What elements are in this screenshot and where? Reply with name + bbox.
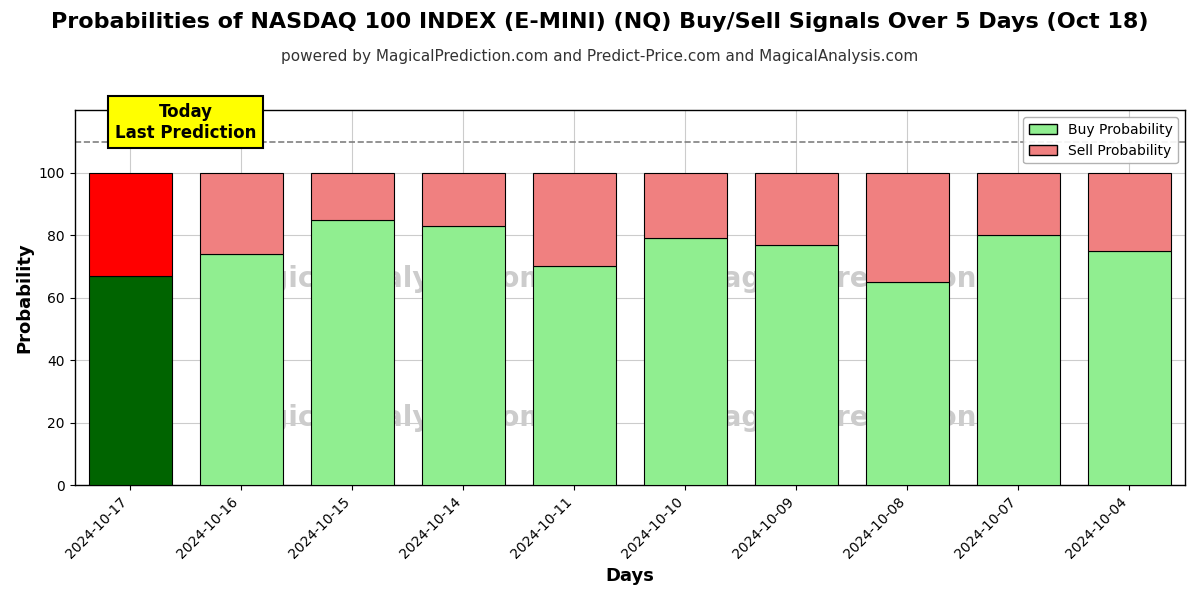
Bar: [643, 238, 727, 485]
Bar: [977, 173, 1060, 235]
Bar: [977, 235, 1060, 485]
Y-axis label: Probability: Probability: [16, 242, 34, 353]
Bar: [199, 173, 283, 254]
Text: MagicalPrediction.com: MagicalPrediction.com: [696, 404, 1052, 431]
Text: Probabilities of NASDAQ 100 INDEX (E-MINI) (NQ) Buy/Sell Signals Over 5 Days (Oc: Probabilities of NASDAQ 100 INDEX (E-MIN…: [52, 12, 1148, 32]
Bar: [533, 266, 616, 485]
Bar: [311, 173, 394, 220]
Legend: Buy Probability, Sell Probability: Buy Probability, Sell Probability: [1024, 117, 1178, 163]
Bar: [865, 282, 949, 485]
Text: powered by MagicalPrediction.com and Predict-Price.com and MagicalAnalysis.com: powered by MagicalPrediction.com and Pre…: [281, 49, 919, 64]
Text: MagicalAnalysis.com: MagicalAnalysis.com: [222, 265, 548, 293]
Bar: [311, 220, 394, 485]
Text: MagicalPrediction.com: MagicalPrediction.com: [696, 265, 1052, 293]
Bar: [1088, 173, 1171, 251]
Text: Today
Last Prediction: Today Last Prediction: [115, 103, 257, 142]
Bar: [89, 276, 172, 485]
Bar: [755, 173, 838, 245]
Bar: [533, 173, 616, 266]
Bar: [865, 173, 949, 282]
Bar: [643, 173, 727, 238]
Bar: [421, 173, 505, 226]
Bar: [89, 173, 172, 276]
Bar: [199, 254, 283, 485]
Bar: [1088, 251, 1171, 485]
X-axis label: Days: Days: [605, 567, 654, 585]
Bar: [755, 245, 838, 485]
Bar: [421, 226, 505, 485]
Text: MagicalAnalysis.com: MagicalAnalysis.com: [222, 404, 548, 431]
